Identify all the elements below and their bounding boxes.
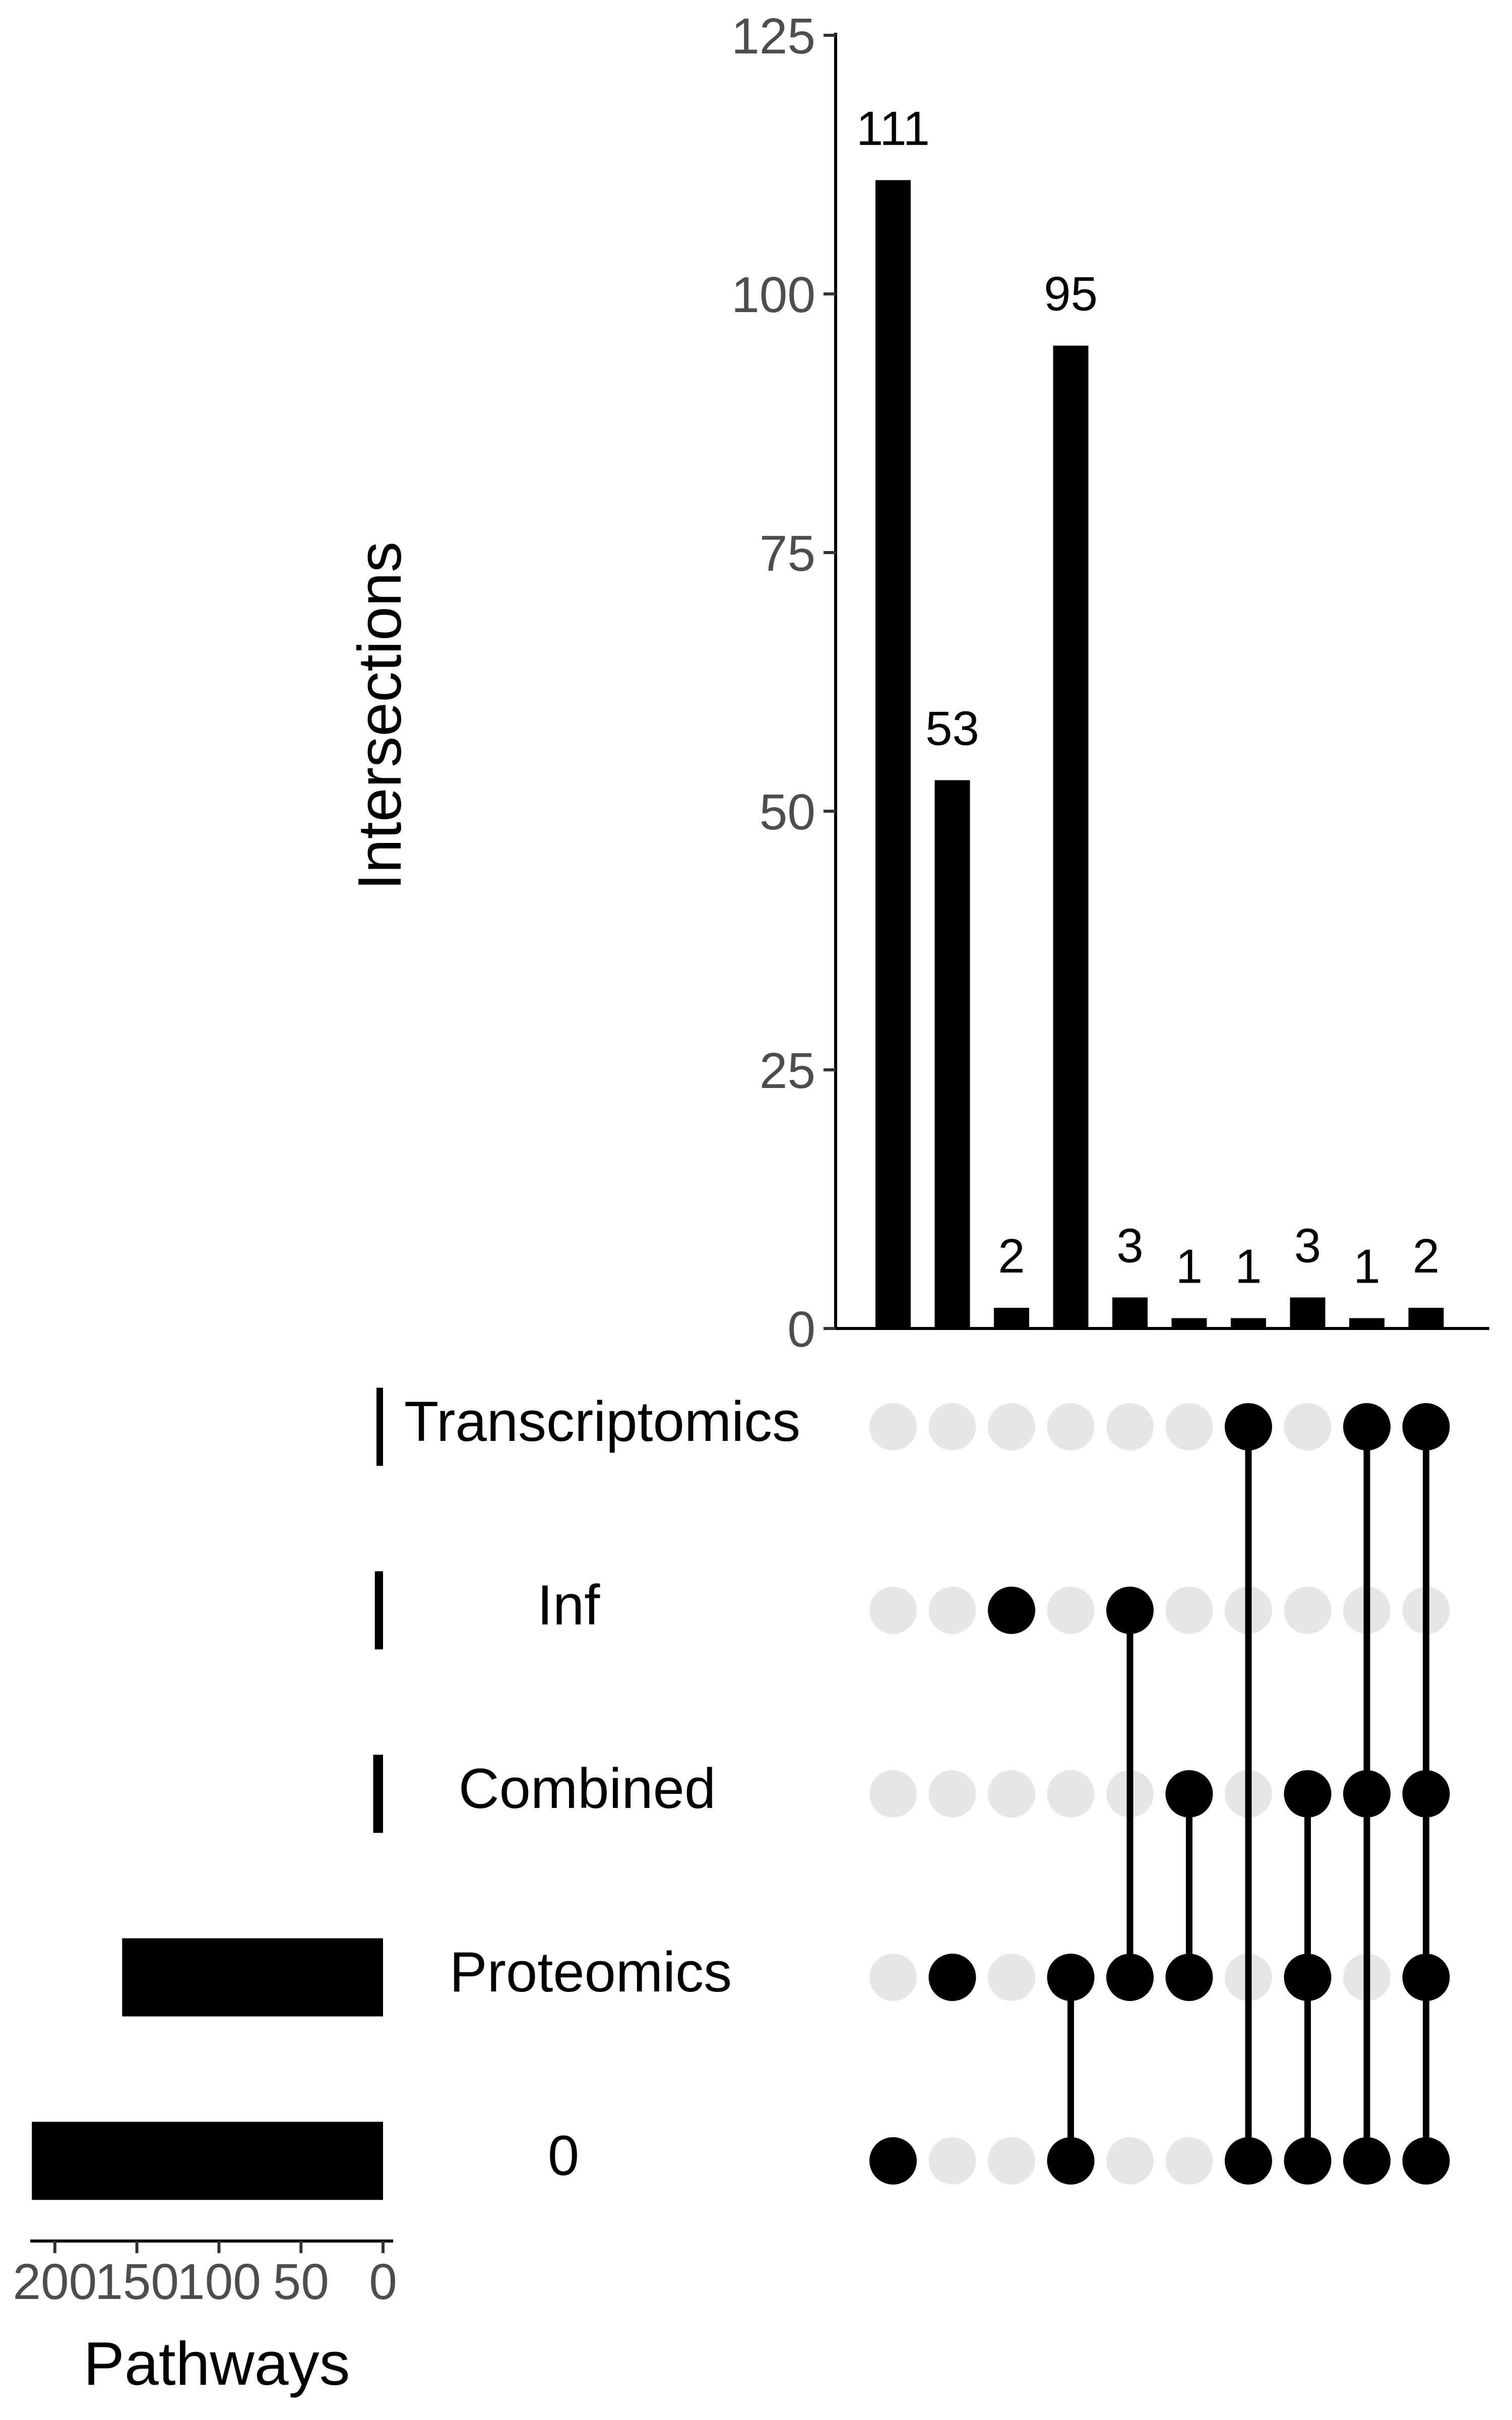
matrix-dot-inactive	[1165, 2137, 1213, 2185]
set-label-proteomics: Proteomics	[450, 1941, 732, 2004]
intersection-bars	[875, 180, 1444, 1328]
matrix-connectors	[1067, 1427, 1429, 2161]
matrix-dot-inactive	[1284, 1403, 1332, 1450]
set-size-x-tick-label: 0	[369, 2254, 397, 2310]
matrix-dot-inactive	[1165, 1403, 1213, 1450]
set-size-bar	[376, 1387, 383, 1466]
set-size-bar	[373, 1754, 383, 1833]
intersection-bar	[994, 1307, 1029, 1328]
matrix-dot-active	[928, 1954, 976, 2001]
matrix-dot-inactive	[988, 1770, 1035, 1818]
matrix-dot-inactive	[1106, 1403, 1154, 1450]
intersection-y-tick-label: 100	[731, 267, 815, 323]
intersection-y-tick-label: 125	[731, 8, 815, 65]
matrix-dot-inactive	[1165, 1587, 1213, 1634]
intersection-bar	[1112, 1297, 1148, 1328]
set-label-combined: Combined	[459, 1757, 716, 1820]
intersection-bar	[1290, 1297, 1326, 1328]
matrix-dots	[869, 1403, 1450, 2185]
matrix-dot-inactive	[988, 2137, 1035, 2185]
set-label-inf: Inf	[537, 1574, 600, 1637]
intersection-axis-title: Intersections	[345, 541, 414, 890]
intersection-bar-label: 2	[1413, 1229, 1439, 1283]
membership-matrix: Transcriptomics Inf Combined Proteomics …	[404, 1390, 1450, 2187]
intersection-bar-label: 95	[1044, 267, 1098, 321]
intersection-bar	[1349, 1318, 1384, 1328]
intersection-bar	[875, 180, 911, 1328]
matrix-dot-inactive	[928, 1587, 976, 1634]
intersection-bar-label: 111	[856, 101, 930, 155]
intersection-y-tick-label: 25	[760, 1043, 815, 1099]
intersection-axis-ticks: 0 25 50 75 100 125	[731, 8, 1489, 1358]
intersection-bar-label: 1	[1353, 1239, 1380, 1293]
matrix-dot-inactive	[988, 1403, 1035, 1450]
matrix-dot-inactive	[869, 1403, 917, 1450]
intersection-bar-label: 1	[1235, 1239, 1262, 1293]
matrix-dot-inactive	[1106, 2137, 1154, 2185]
set-size-x-tick-label: 100	[177, 2254, 261, 2310]
matrix-dot-inactive	[928, 2137, 976, 2185]
matrix-dot-inactive	[1047, 1770, 1095, 1818]
intersection-bar	[1171, 1318, 1207, 1328]
intersection-bar-label: 53	[925, 701, 979, 755]
matrix-dot-inactive	[869, 1954, 917, 2001]
intersection-y-tick-label: 0	[787, 1301, 815, 1358]
set-size-bar	[374, 1571, 383, 1650]
matrix-dot-active	[869, 2137, 917, 2185]
set-size-x-tick-label: 150	[95, 2254, 179, 2310]
set-label-0: 0	[548, 2124, 579, 2187]
intersection-bar-label: 2	[998, 1229, 1025, 1283]
intersection-bar-label: 1	[1176, 1239, 1203, 1293]
set-labels: Transcriptomics Inf Combined Proteomics …	[404, 1390, 800, 2187]
intersection-bar	[934, 780, 970, 1328]
set-size-bar	[122, 1938, 384, 2017]
intersection-bar	[1231, 1318, 1266, 1328]
intersection-bar	[1053, 345, 1089, 1328]
intersection-bar	[1408, 1307, 1444, 1328]
set-size-x-tick-label: 200	[13, 2254, 97, 2310]
matrix-dot-inactive	[869, 1587, 917, 1634]
set-size-x-tick-label: 50	[273, 2254, 329, 2310]
intersection-y-tick-label: 50	[760, 784, 815, 840]
matrix-dot-active	[988, 1587, 1035, 1634]
matrix-dot-inactive	[1047, 1403, 1095, 1450]
set-size-axis-title: Pathways	[84, 2329, 350, 2398]
set-size-bar	[32, 2122, 384, 2200]
intersection-y-tick-label: 75	[760, 525, 815, 582]
matrix-dot-inactive	[928, 1403, 976, 1450]
set-label-transcriptomics: Transcriptomics	[404, 1390, 800, 1453]
matrix-dot-inactive	[988, 1954, 1035, 2001]
matrix-dot-inactive	[869, 1770, 917, 1818]
intersection-bar-label: 3	[1294, 1219, 1321, 1273]
intersection-bar-label: 3	[1116, 1219, 1143, 1273]
matrix-dot-inactive	[1284, 1587, 1332, 1634]
matrix-dot-inactive	[1047, 1587, 1095, 1634]
matrix-dot-inactive	[928, 1770, 976, 1818]
set-size-bars	[32, 1387, 384, 2200]
